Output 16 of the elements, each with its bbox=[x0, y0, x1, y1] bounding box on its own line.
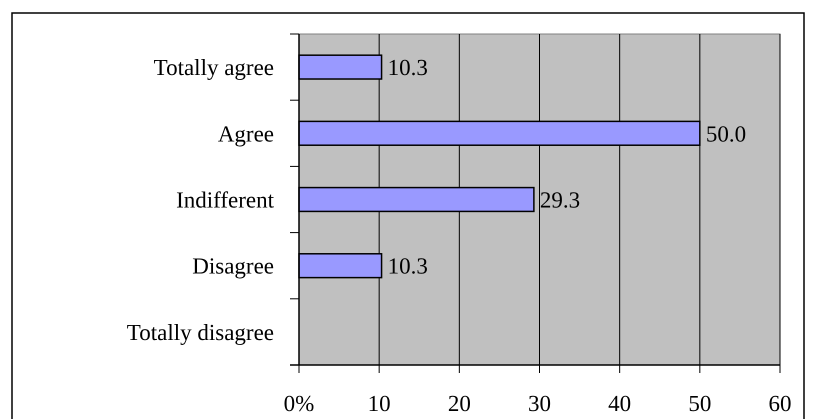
x-tick-label: 10 bbox=[368, 391, 391, 416]
y-tick-label: Indifferent bbox=[176, 188, 275, 212]
x-tick-label: 0% bbox=[284, 391, 314, 416]
y-tick-label: Disagree bbox=[192, 254, 274, 279]
data-label: 29.3 bbox=[540, 188, 580, 212]
x-tick-label: 60 bbox=[768, 391, 792, 416]
data-label: 50.0 bbox=[706, 121, 746, 146]
data-label: 10.3 bbox=[388, 254, 428, 279]
y-tick-label: Agree bbox=[218, 121, 274, 146]
x-tick-label: 40 bbox=[608, 391, 632, 416]
data-label: 10.3 bbox=[388, 55, 428, 80]
x-tick-label: 20 bbox=[448, 391, 471, 416]
x-tick-label: 30 bbox=[528, 391, 551, 416]
y-tick-label: Totally agree bbox=[154, 55, 274, 80]
x-tick-label: 50 bbox=[688, 391, 712, 416]
y-tick-label: Totally disagree bbox=[126, 320, 274, 345]
